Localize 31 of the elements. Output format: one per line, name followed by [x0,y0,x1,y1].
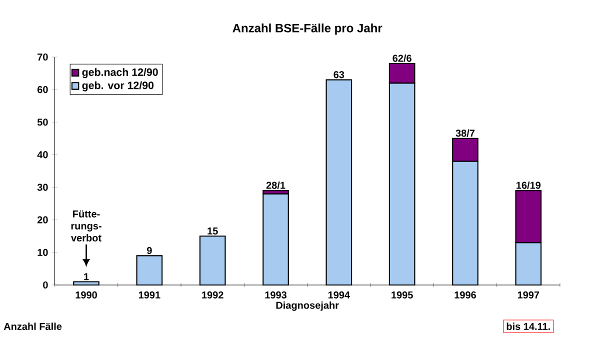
total-label: 38/7 [456,129,475,137]
y-tick-label: 10 [38,248,48,256]
total-label: 28/1 [266,182,286,189]
total-label: 9 [146,246,152,254]
x-tick-label: 1990 [76,291,97,299]
annotation: Fütte- rungs- verbot [71,210,102,242]
text: bis 14.11. [506,322,550,330]
x-axis-title: Diagnosejahr [276,301,339,311]
x-tick-label: 1997 [518,291,540,299]
x-tick-label: 1992 [202,291,224,299]
total-label: 15 [208,228,218,235]
total-label: 63 [334,71,344,78]
y-tick-label: 20 [37,216,48,224]
total-label: 16/19 [516,182,541,189]
y-tick-label: 0 [43,281,48,289]
x-tick-label: 1996 [454,291,476,299]
chart-title: Anzahl BSE-Fälle pro Jahr [232,24,382,35]
total-label: 62/6 [392,54,412,62]
total-label: 1 [84,273,89,280]
y-tick-label: 50 [37,118,48,126]
y-axis-title: Anzahl Fälle [4,322,62,330]
x-tick-label: 1993 [265,291,287,299]
y-tick-label: 30 [37,184,48,191]
y-tick-label: 70 [38,53,48,61]
x-tick-label: 1991 [138,291,160,299]
legend-label: geb. vor 12/90 [82,81,154,92]
legend-label: geb.nach 12/90 [82,68,158,78]
y-tick-label: 60 [37,86,48,94]
x-tick-label: 1995 [392,291,413,299]
y-tick-label: 40 [37,151,48,158]
x-tick-label: 1994 [328,291,350,299]
